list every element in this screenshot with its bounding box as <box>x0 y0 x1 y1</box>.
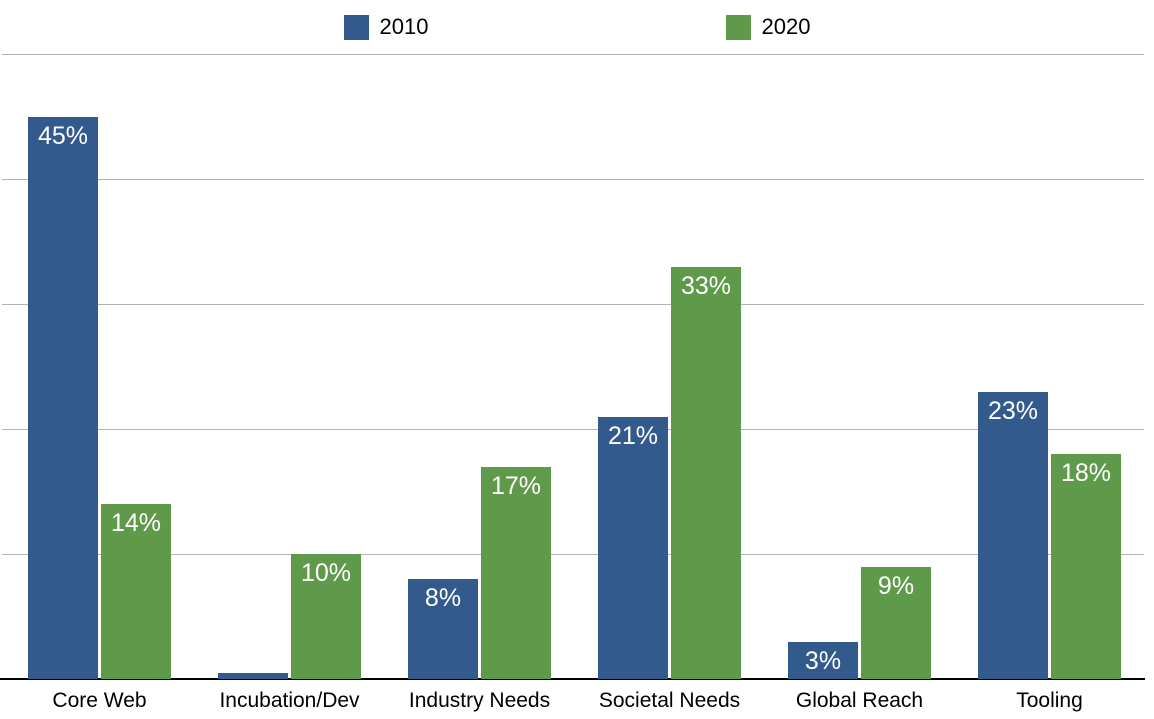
bar-value-label: 10% <box>300 559 352 587</box>
gridline <box>2 304 1144 305</box>
bar-2010-tooling: 23% <box>978 391 1048 679</box>
bar-2010-incubation-dev <box>218 672 288 679</box>
gridline <box>2 54 1144 55</box>
category-label-core-web: Core Web <box>52 689 147 712</box>
bar-value-label: 9% <box>877 571 915 600</box>
category-label-incubation-dev: Incubation/Dev <box>219 689 360 712</box>
category-label-societal-needs: Societal Needs <box>598 689 741 712</box>
legend-label-2020: 2020 <box>761 14 811 39</box>
bar-2020-societal-needs: 33% <box>671 266 741 679</box>
bar-2020-core-web: 14% <box>101 504 171 679</box>
legend-item-2010: 2010 <box>343 14 429 40</box>
category-label-industry-needs: Industry Needs <box>408 689 551 712</box>
bar-value-label: 18% <box>1060 459 1112 487</box>
chart-legend: 2010 2020 <box>0 0 1154 54</box>
bar-2010-core-web: 45% <box>28 116 98 679</box>
bar-value-label: 33% <box>680 271 732 300</box>
bar-value-label: 21% <box>607 421 659 450</box>
bar-value-label: 45% <box>37 121 89 150</box>
x-axis-line <box>0 678 1145 680</box>
bar-2020-tooling: 18% <box>1051 454 1121 679</box>
bar-2020-industry-needs: 17% <box>481 466 551 679</box>
gridline <box>2 429 1144 430</box>
legend-swatch-2020-icon <box>725 14 751 40</box>
bar-2010-global-reach: 3% <box>788 641 858 679</box>
category-label-tooling: Tooling <box>1016 689 1083 712</box>
bar-value-label: 17% <box>490 471 542 500</box>
bar-2010-industry-needs: 8% <box>408 579 478 679</box>
bar-2020-incubation-dev: 10% <box>291 554 361 679</box>
category-label-global-reach: Global Reach <box>795 689 924 712</box>
legend-label-2010: 2010 <box>379 14 429 39</box>
gridline <box>2 554 1144 555</box>
bar-value-label: 8% <box>424 584 462 612</box>
bar-2020-global-reach: 9% <box>861 566 931 679</box>
legend-swatch-2010-icon <box>343 14 369 40</box>
bar-value-label: 14% <box>110 509 162 537</box>
gridline <box>2 179 1144 180</box>
bar-2010-societal-needs: 21% <box>598 416 668 679</box>
legend-item-2020: 2020 <box>725 14 811 40</box>
bar-value-label: 3% <box>804 646 842 675</box>
bar-value-label: 23% <box>987 396 1039 425</box>
